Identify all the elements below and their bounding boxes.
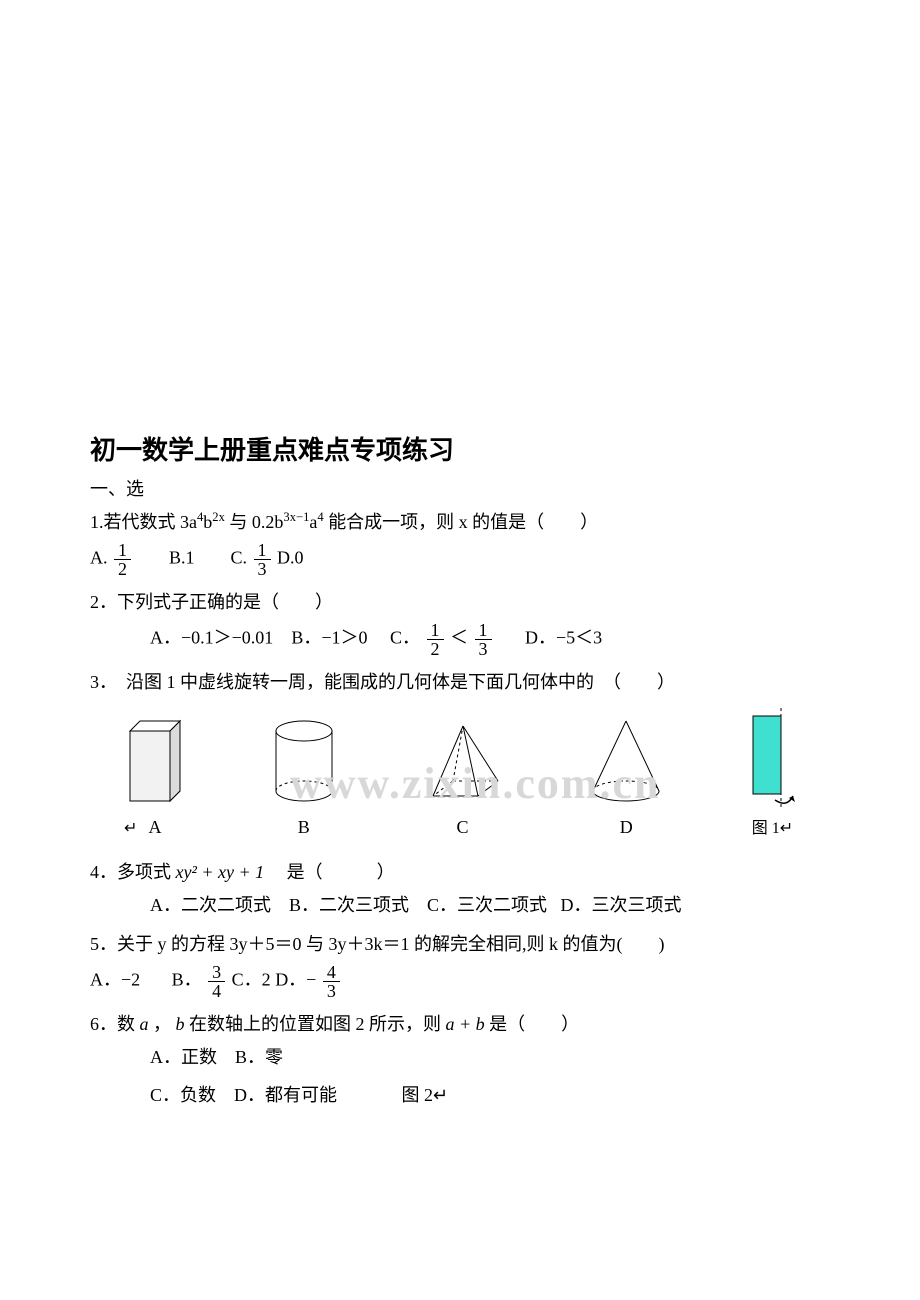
q6-options-row2: C．负数 D．都有可能 图 2↵ (90, 1081, 830, 1110)
q2-wrap: www.zixin.com.cn 2．下列式子正确的是（ ） A．−0.1＞−0… (90, 588, 830, 658)
exponent: 2x (212, 510, 225, 524)
q6-text: ， (153, 1014, 171, 1034)
polynomial: xy² + xy + 1 (176, 862, 265, 882)
opt-d: D．都有可能 (234, 1085, 337, 1105)
fig1-label: 图 1↵ (752, 814, 793, 838)
fraction: 43 (323, 963, 340, 1000)
opt-d: D．三次三项式 (561, 895, 682, 915)
label-b: B (298, 817, 310, 838)
denominator: 3 (475, 640, 492, 658)
numerator: 1 (475, 621, 492, 640)
q1-options: A. 12 B.1 C. 13 D.0 (90, 541, 830, 578)
rotation-rect-icon (745, 708, 800, 808)
return-icon: ↵ (124, 818, 137, 838)
q6-text: 是（ ） (489, 1014, 579, 1034)
label-c: C (456, 817, 468, 838)
numerator: 3 (208, 963, 225, 982)
expr: a + b (446, 1014, 485, 1034)
opt-d: D.0 (277, 547, 304, 567)
opt-c: C．三次二项式 (427, 895, 547, 915)
q1-text: 1.若代数式 3a (90, 512, 197, 532)
less-than: ＜ (450, 627, 468, 647)
fig2-label: 图 2↵ (402, 1081, 449, 1110)
document-body: 初一数学上册重点难点专项练习 一、选 1.若代数式 3a4b2x 与 0.2b3… (90, 430, 830, 1120)
q6-text: 6．数 (90, 1014, 140, 1034)
opt-b: B．−1＞0 (291, 627, 367, 647)
var-a: a (140, 1014, 149, 1034)
question-2: 2．下列式子正确的是（ ） (90, 588, 830, 617)
q6-options-row1: A．正数 B．零 (90, 1043, 830, 1072)
opt-c: C. (231, 547, 248, 567)
q5-options: A．−2 B． 34 C．2 D．− 43 (90, 963, 830, 1000)
watermark: www.zixin.com.cn (290, 758, 661, 809)
denominator: 3 (323, 982, 340, 1000)
opt-a: A．−2 (90, 969, 140, 989)
opt-a: A．正数 (150, 1047, 217, 1067)
figure-1: 图 1↵ (745, 708, 800, 838)
q4-text: 是（ ） (269, 862, 395, 882)
q4-text: 4．多项式 (90, 862, 176, 882)
opt-a: A．−0.1＞−0.01 (150, 627, 273, 647)
q1-text: 能合成一项，则 x 的值是（ ） (324, 512, 599, 532)
cuboid-icon (120, 711, 190, 811)
q1-text: b (203, 512, 212, 532)
denominator: 3 (254, 560, 271, 578)
q4-options: A．二次二项式 B．二次三项式 C．三次二项式 D．三次三项式 (90, 891, 830, 920)
q2-options: A．−0.1＞−0.01 B．−1＞0 C． 12 ＜ 13 D．−5＜3 (90, 621, 830, 658)
opt-c: C． (390, 627, 420, 647)
question-6: 6．数 a ， b 在数轴上的位置如图 2 所示，则 a + b 是（ ） (90, 1010, 830, 1039)
opt-b: B．零 (235, 1047, 283, 1067)
section-label: 一、选 (90, 475, 830, 501)
fraction: 12 (427, 621, 444, 658)
opt-c: C．负数 (150, 1085, 216, 1105)
opt-b: B． (172, 969, 202, 989)
fraction: 13 (254, 541, 271, 578)
question-4: 4．多项式 xy² + xy + 1 是（ ） (90, 858, 830, 887)
numerator: 1 (114, 541, 131, 560)
question-5: 5．关于 y 的方程 3y＋5＝0 与 3y＋3k＝1 的解完全相同,则 k 的… (90, 930, 830, 959)
opt-d: D．−5＜3 (525, 627, 602, 647)
question-3: 3． 沿图 1 中虚线旋转一周，能围成的几何体是下面几何体中的 （ ） (90, 668, 830, 697)
opt-a: A．二次二项式 (150, 895, 271, 915)
label-d: D (620, 817, 633, 838)
opt-b: B.1 (169, 547, 195, 567)
denominator: 2 (427, 640, 444, 658)
opt-b: B．二次三项式 (289, 895, 409, 915)
fraction: 13 (475, 621, 492, 658)
opt-d: D．− (275, 969, 316, 989)
page-title: 初一数学上册重点难点专项练习 (90, 430, 830, 467)
denominator: 4 (208, 982, 225, 1000)
fraction: 12 (114, 541, 131, 578)
fraction: 34 (208, 963, 225, 1000)
poly-text: xy² + xy + 1 (176, 862, 265, 882)
label-a: A (149, 817, 162, 838)
var-b: b (176, 1014, 185, 1034)
exponent: 3x−1 (283, 510, 309, 524)
numerator: 1 (254, 541, 271, 560)
numerator: 1 (427, 621, 444, 640)
question-1: 1.若代数式 3a4b2x 与 0.2b3x−1a4 能合成一项，则 x 的值是… (90, 507, 830, 537)
opt-c: C．2 (232, 969, 271, 989)
opt-a: A. (90, 547, 108, 567)
denominator: 2 (114, 560, 131, 578)
q6-text: 在数轴上的位置如图 2 所示，则 (189, 1014, 446, 1034)
numerator: 4 (323, 963, 340, 982)
q1-text: 与 0.2b (225, 512, 284, 532)
